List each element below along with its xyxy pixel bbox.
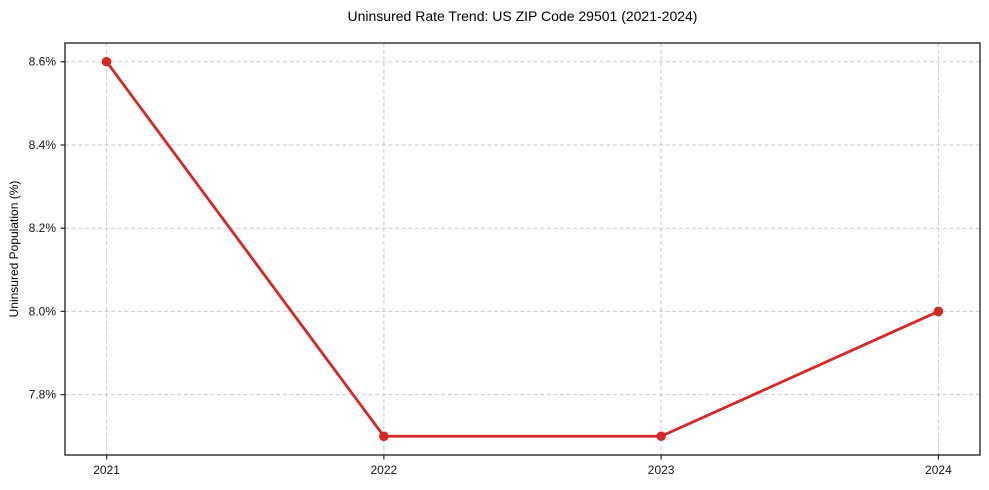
data-point bbox=[656, 431, 666, 442]
x-tick-label: 2021 bbox=[93, 463, 120, 477]
data-point bbox=[379, 431, 389, 442]
plot-border bbox=[64, 42, 981, 456]
data-point bbox=[933, 306, 944, 317]
data-point bbox=[101, 56, 112, 67]
chart-title: Uninsured Rate Trend: US ZIP Code 29501 … bbox=[347, 8, 698, 24]
x-tick-label: 2022 bbox=[371, 463, 398, 477]
x-tick-label: 2023 bbox=[648, 463, 675, 477]
y-tick-label: 8.4% bbox=[29, 138, 57, 152]
y-tick-label: 8.0% bbox=[29, 304, 57, 318]
data-line bbox=[105, 60, 940, 438]
y-tick-label: 8.2% bbox=[29, 221, 57, 235]
y-tick-label: 8.6% bbox=[29, 55, 57, 69]
x-tick-label: 2024 bbox=[925, 463, 952, 477]
y-tick-label: 7.8% bbox=[29, 388, 57, 402]
